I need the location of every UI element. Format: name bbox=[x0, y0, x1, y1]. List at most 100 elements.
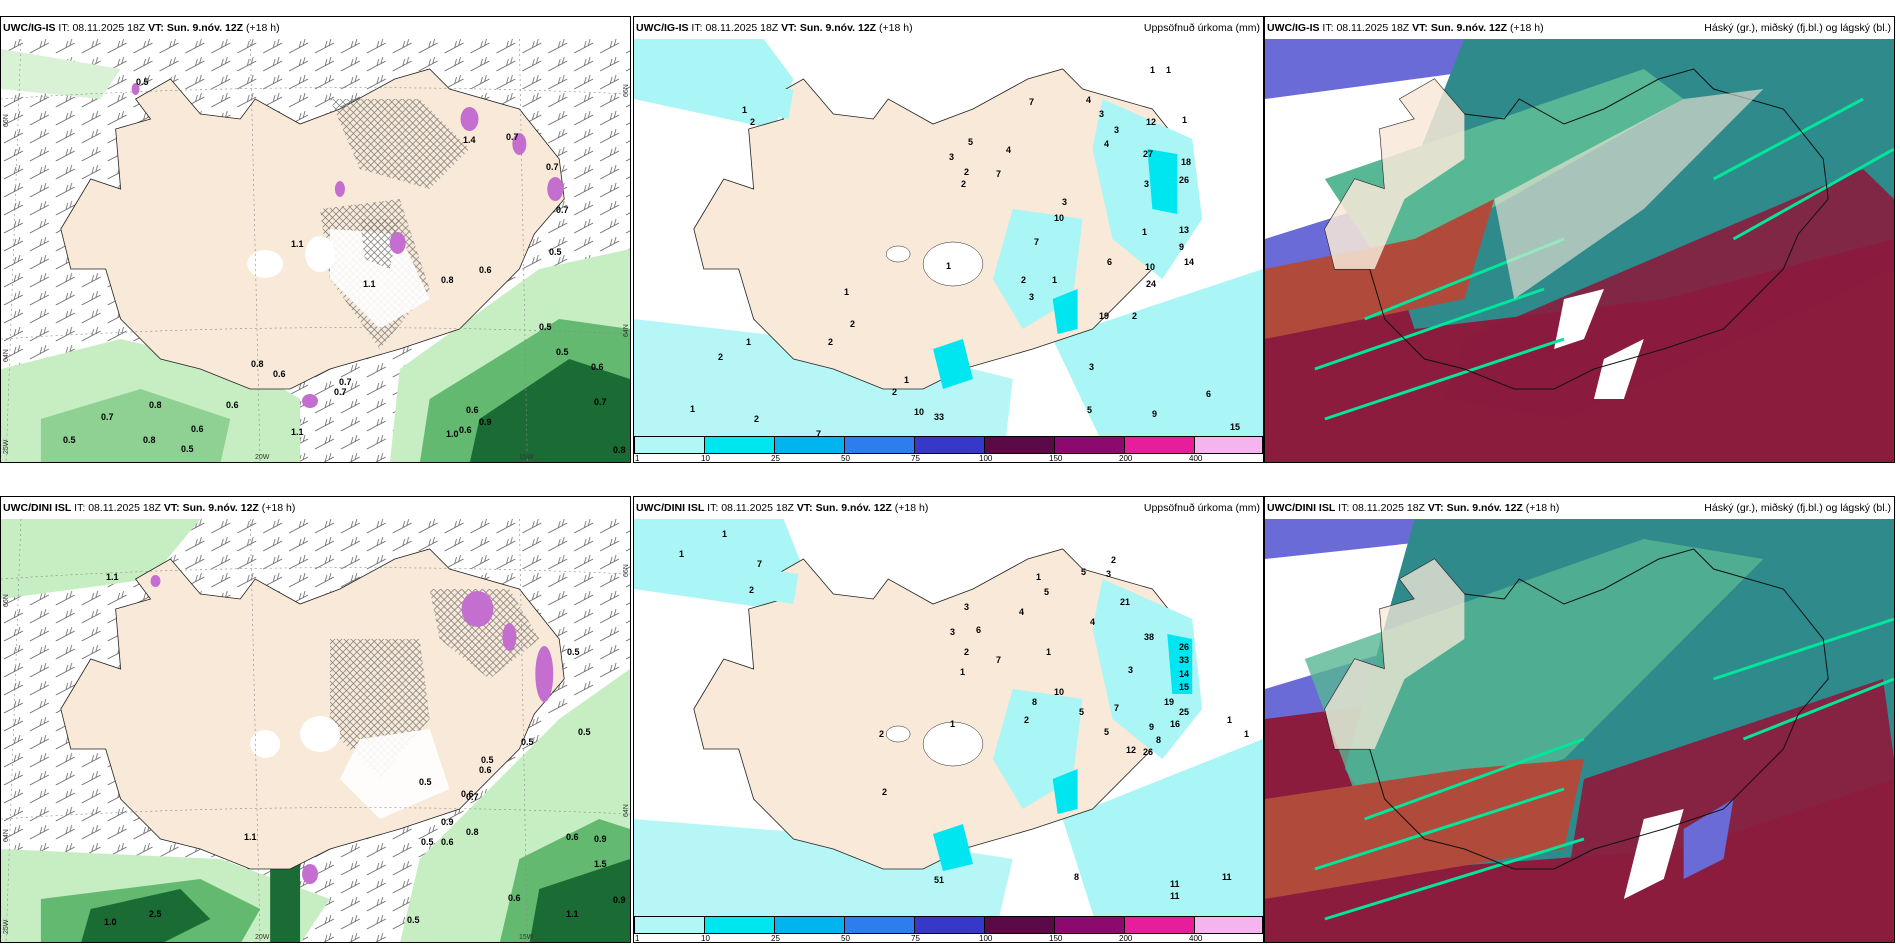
wind-value: 0.5 bbox=[136, 77, 149, 87]
wind-value: 0.6 bbox=[441, 837, 454, 847]
precip-value: 19 bbox=[1099, 311, 1110, 321]
precip-map[interactable] bbox=[634, 39, 1263, 462]
precip-value: 2 bbox=[828, 337, 834, 347]
precip-value: 33 bbox=[934, 412, 945, 422]
precip-value: 13 bbox=[1179, 225, 1190, 235]
precip-value: 10 bbox=[1145, 262, 1156, 272]
precip-value: 4 bbox=[1090, 617, 1096, 627]
wind-value: 0.5 bbox=[521, 737, 534, 747]
wind-value: 0.6 bbox=[461, 789, 474, 799]
lat-label-66-right: 66N bbox=[623, 84, 630, 97]
cloud-map[interactable] bbox=[1265, 39, 1894, 462]
wind-value: 0.6 bbox=[479, 765, 492, 775]
wind-value: 0.6 bbox=[466, 405, 479, 415]
colorbar-tick: 1 bbox=[635, 934, 640, 943]
wind-value: 0.5 bbox=[567, 647, 580, 657]
colorbar-swatch bbox=[1194, 916, 1263, 934]
precip-value: 7 bbox=[1029, 97, 1035, 107]
lon-label-25: 25W bbox=[3, 919, 10, 934]
cloud-title: Háský (gr.), miðský (fj.bl.) og lágský (… bbox=[1704, 22, 1891, 34]
precip-value: 1 bbox=[1052, 275, 1058, 285]
wind-value: 0.8 bbox=[441, 275, 454, 285]
precip-value: 5 bbox=[1079, 707, 1085, 717]
wind-value: 0.6 bbox=[191, 424, 204, 434]
precip-value: 5 bbox=[1104, 727, 1110, 737]
precip-value: 14 bbox=[1184, 257, 1195, 267]
wind-value: 1.0 bbox=[104, 917, 117, 927]
precip-value: 4 bbox=[1104, 139, 1110, 149]
precip-value: 3 bbox=[1029, 292, 1035, 302]
precip-value: 14 bbox=[1179, 669, 1190, 679]
wind-map[interactable] bbox=[1, 519, 630, 942]
colorbar-swatch bbox=[914, 916, 985, 934]
precip-title: Uppsöfnuð úrkoma (mm) bbox=[1143, 502, 1260, 514]
colorbar-swatch bbox=[1054, 436, 1125, 454]
wind-map[interactable] bbox=[1, 39, 630, 462]
model-name: UWC/IG-IS bbox=[3, 22, 56, 34]
precip-value: 1 bbox=[679, 549, 685, 559]
colorbar-swatch bbox=[844, 916, 915, 934]
panel-header: UWC/IG-IS IT: 08.11.2025 18Z VT: Sun. 9.… bbox=[634, 17, 1263, 39]
precip-value: 2 bbox=[1132, 311, 1138, 321]
precip-value: 3 bbox=[1128, 665, 1134, 675]
precip-value: 10 bbox=[1054, 213, 1065, 223]
lat-label-64: 64N bbox=[3, 349, 10, 362]
precip-value: 3 bbox=[949, 152, 955, 162]
panel-wind-row2: UWC/DINI ISL IT: 08.11.2025 18Z VT: Sun.… bbox=[0, 496, 631, 943]
wind-value: 0.5 bbox=[549, 247, 562, 257]
wind-value: 0.7 bbox=[339, 377, 352, 387]
panel-wind-row1: UWC/IG-IS IT: 08.11.2025 18Z VT: Sun. 9.… bbox=[0, 16, 631, 463]
precip-value: 1 bbox=[742, 105, 748, 115]
precip-value: 6 bbox=[1206, 389, 1212, 399]
colorbar-tick: 200 bbox=[1119, 454, 1133, 463]
wind-value: 1.0 bbox=[446, 429, 459, 439]
wind-value: 0.7 bbox=[546, 162, 559, 172]
wind-value: 0.7 bbox=[466, 792, 479, 802]
precip-value: 3 bbox=[1099, 109, 1105, 119]
wind-value: 1.1 bbox=[566, 909, 579, 919]
precip-value: 26 bbox=[1143, 747, 1154, 757]
precip-value: 1 bbox=[844, 287, 850, 297]
panel-cloud-row1: UWC/IG-IS IT: 08.11.2025 18Z VT: Sun. 9.… bbox=[1264, 16, 1895, 463]
precip-value: 2 bbox=[1111, 555, 1117, 565]
colorbar-tick: 400 bbox=[1189, 454, 1203, 463]
colorbar-tick: 10 bbox=[701, 934, 710, 943]
precip-value: 26 bbox=[1179, 175, 1190, 185]
lon-label-25: 25W bbox=[3, 439, 10, 454]
wind-value: 0.5 bbox=[578, 727, 591, 737]
precip-value: 7 bbox=[996, 169, 1002, 179]
precip-value: 12 bbox=[1146, 117, 1157, 127]
lat-label-64-right: 64N bbox=[623, 804, 630, 817]
wind-value: 0.6 bbox=[459, 425, 472, 435]
precip-value: 1 bbox=[1036, 572, 1042, 582]
precip-value: 4 bbox=[1006, 145, 1012, 155]
wind-value: 0.7 bbox=[594, 397, 607, 407]
cloud-map[interactable] bbox=[1265, 519, 1894, 942]
precip-value: 1 bbox=[1182, 115, 1188, 125]
precip-value: 2 bbox=[750, 117, 756, 127]
precip-value: 6 bbox=[976, 625, 982, 635]
precip-map-svg bbox=[634, 519, 1263, 942]
colorbar-tick: 25 bbox=[771, 454, 780, 463]
precip-map[interactable] bbox=[634, 519, 1263, 942]
colorbar-swatch bbox=[774, 916, 845, 934]
precip-value: 4 bbox=[1019, 607, 1025, 617]
precip-value: 10 bbox=[1054, 687, 1065, 697]
lat-label-64-right: 64N bbox=[623, 324, 630, 337]
colorbar-tick: 25 bbox=[771, 934, 780, 943]
precip-value: 3 bbox=[1144, 179, 1150, 189]
colorbar-swatch bbox=[914, 436, 985, 454]
precip-value: 7 bbox=[1034, 237, 1040, 247]
wind-value: 1.1 bbox=[291, 239, 304, 249]
wind-value: 0.6 bbox=[508, 893, 521, 903]
model-name: UWC/IG-IS bbox=[1267, 22, 1320, 34]
cloud-map-svg bbox=[1265, 39, 1894, 462]
colorbar-tick: 75 bbox=[911, 454, 920, 463]
colorbar-tick: 50 bbox=[841, 454, 850, 463]
lon-label-15: 15W bbox=[519, 454, 534, 461]
wind-value: 0.6 bbox=[273, 369, 286, 379]
panel-precip-row2: UWC/DINI ISL IT: 08.11.2025 18Z VT: Sun.… bbox=[633, 496, 1264, 943]
precip-value: 33 bbox=[1179, 655, 1190, 665]
colorbar-tick: 100 bbox=[979, 934, 993, 943]
precip-title: Uppsöfnuð úrkoma (mm) bbox=[1143, 22, 1260, 34]
